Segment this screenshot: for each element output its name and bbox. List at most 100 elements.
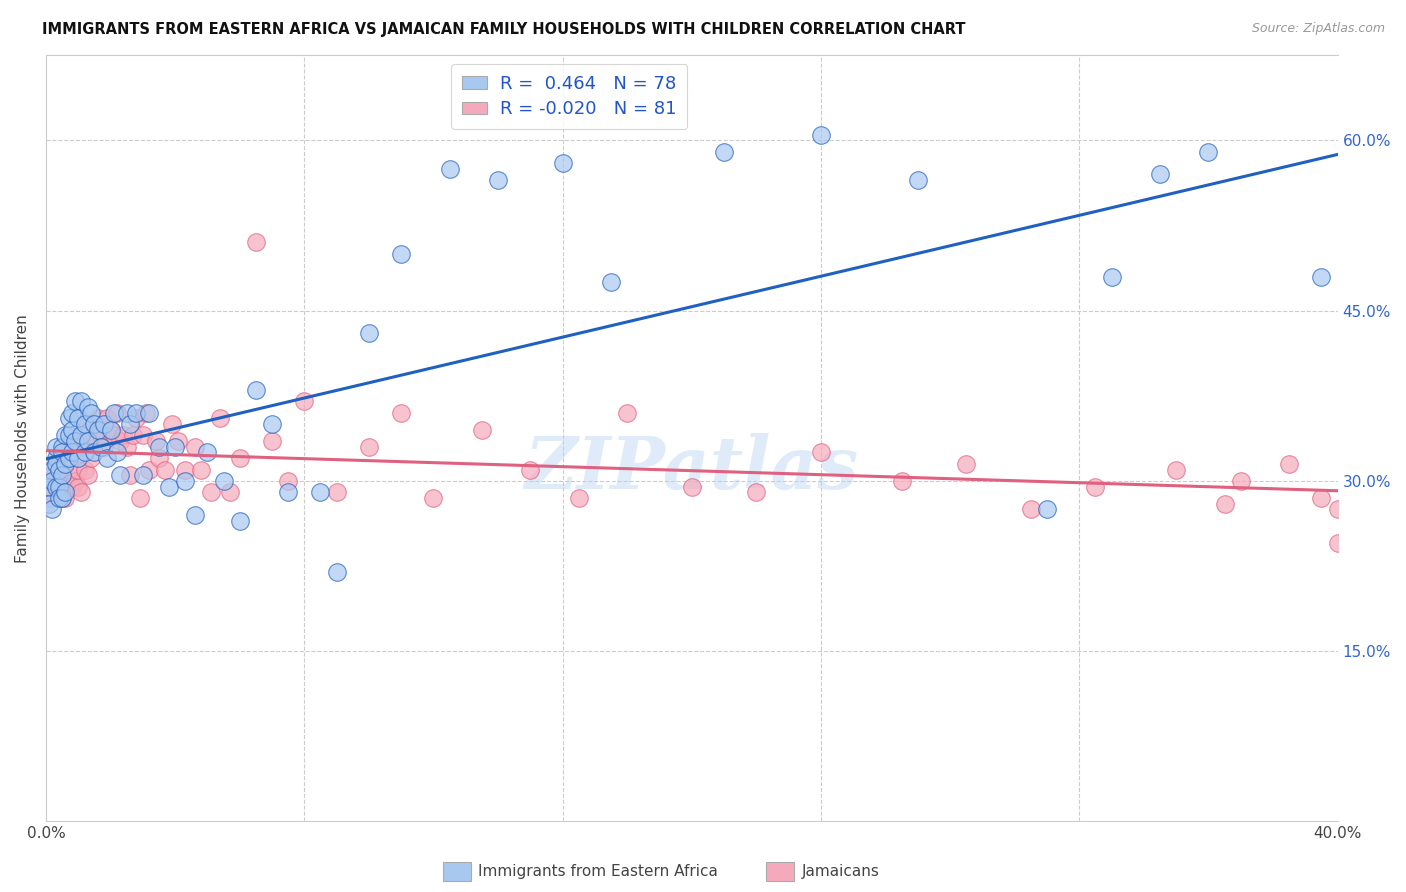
Point xyxy=(41,502,63,516)
Point xyxy=(70,394,93,409)
Point xyxy=(110,434,132,449)
Point xyxy=(568,491,591,505)
Point xyxy=(616,406,638,420)
Point xyxy=(100,423,122,437)
Point xyxy=(1019,502,1042,516)
Point xyxy=(80,406,103,420)
Point xyxy=(1213,497,1236,511)
Point xyxy=(45,451,67,466)
Point xyxy=(77,434,100,449)
Point xyxy=(41,462,63,476)
Point xyxy=(63,434,86,449)
Point xyxy=(148,451,170,466)
Point xyxy=(58,451,80,466)
Point xyxy=(51,445,73,459)
Point xyxy=(389,247,412,261)
Point xyxy=(58,440,80,454)
Point xyxy=(51,468,73,483)
Point xyxy=(105,406,128,420)
Point xyxy=(73,434,96,449)
Point xyxy=(103,428,125,442)
Point xyxy=(41,474,63,488)
Point xyxy=(53,457,76,471)
Point xyxy=(53,474,76,488)
Point xyxy=(83,445,105,459)
Point xyxy=(115,440,138,454)
Point xyxy=(167,434,190,449)
Point xyxy=(100,423,122,437)
Point xyxy=(1101,269,1123,284)
Point xyxy=(486,173,509,187)
Point xyxy=(439,161,461,176)
Point xyxy=(422,491,444,505)
Point xyxy=(93,440,115,454)
Point xyxy=(48,491,70,505)
Point xyxy=(260,417,283,431)
Point xyxy=(357,440,380,454)
Text: IMMIGRANTS FROM EASTERN AFRICA VS JAMAICAN FAMILY HOUSEHOLDS WITH CHILDREN CORRE: IMMIGRANTS FROM EASTERN AFRICA VS JAMAIC… xyxy=(42,22,966,37)
Point xyxy=(77,468,100,483)
Point xyxy=(132,428,155,442)
Point xyxy=(63,440,86,454)
Point xyxy=(83,417,105,431)
Point xyxy=(138,462,160,476)
Point xyxy=(681,479,703,493)
Point xyxy=(200,485,222,500)
Point xyxy=(1084,479,1107,493)
Point xyxy=(955,457,977,471)
Text: Source: ZipAtlas.com: Source: ZipAtlas.com xyxy=(1251,22,1385,36)
Point xyxy=(83,428,105,442)
Point xyxy=(48,479,70,493)
Point xyxy=(67,462,90,476)
Point xyxy=(145,434,167,449)
Point xyxy=(110,468,132,483)
Point xyxy=(45,457,67,471)
Point xyxy=(132,468,155,483)
Point xyxy=(138,406,160,420)
Point xyxy=(125,406,148,420)
Point xyxy=(51,491,73,505)
Legend: R =  0.464   N = 78, R = -0.020   N = 81: R = 0.464 N = 78, R = -0.020 N = 81 xyxy=(451,64,688,129)
Point xyxy=(53,485,76,500)
Point xyxy=(277,485,299,500)
Point xyxy=(165,440,187,454)
Y-axis label: Family Households with Children: Family Households with Children xyxy=(15,314,30,563)
Point xyxy=(713,145,735,159)
Point xyxy=(70,428,93,442)
Point xyxy=(45,457,67,471)
Point xyxy=(96,411,118,425)
Point xyxy=(1166,462,1188,476)
Point xyxy=(471,423,494,437)
Point xyxy=(1229,474,1251,488)
Point xyxy=(519,462,541,476)
Point xyxy=(173,474,195,488)
Point xyxy=(228,451,250,466)
Point xyxy=(77,417,100,431)
Point xyxy=(48,451,70,466)
Point xyxy=(212,474,235,488)
Point xyxy=(122,428,145,442)
Point xyxy=(600,275,623,289)
Point xyxy=(60,406,83,420)
Point xyxy=(70,485,93,500)
Point xyxy=(58,411,80,425)
Point xyxy=(190,462,212,476)
Point xyxy=(115,406,138,420)
Point xyxy=(70,440,93,454)
Point xyxy=(51,462,73,476)
Point xyxy=(160,417,183,431)
Point xyxy=(96,451,118,466)
Point xyxy=(389,406,412,420)
Point xyxy=(67,411,90,425)
Point xyxy=(1198,145,1220,159)
Point xyxy=(105,445,128,459)
Point xyxy=(90,428,112,442)
Point xyxy=(907,173,929,187)
Point xyxy=(1326,502,1348,516)
Point xyxy=(209,411,232,425)
Point xyxy=(228,514,250,528)
Point xyxy=(810,128,832,142)
Point xyxy=(86,411,108,425)
Point xyxy=(1310,491,1333,505)
Point xyxy=(53,428,76,442)
